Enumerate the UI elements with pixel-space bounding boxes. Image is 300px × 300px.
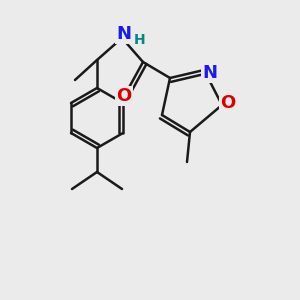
Text: H: H bbox=[134, 33, 146, 47]
Text: O: O bbox=[116, 87, 132, 105]
Text: N: N bbox=[116, 25, 131, 43]
Text: N: N bbox=[202, 64, 217, 82]
Text: O: O bbox=[220, 94, 236, 112]
